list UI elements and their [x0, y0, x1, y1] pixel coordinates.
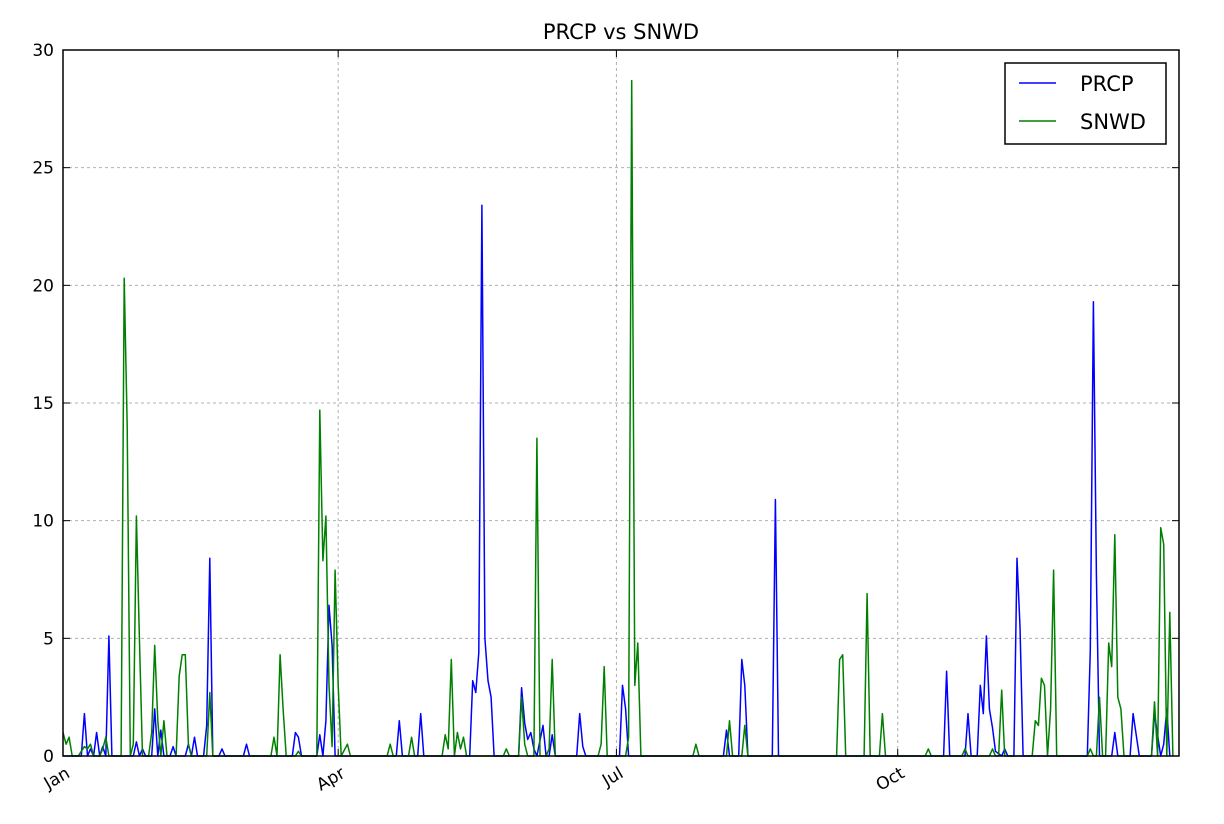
- y-tick-label: 10: [32, 512, 54, 532]
- legend-label-snwd: SNWD: [1080, 110, 1146, 134]
- series-line-prcp: [63, 204, 1171, 757]
- x-tick-label: Apr: [313, 763, 348, 795]
- x-tick-label: Jan: [40, 763, 74, 794]
- y-tick-label: 25: [32, 159, 54, 179]
- series-lines: [62, 79, 1174, 757]
- grid-lines: [63, 50, 1179, 756]
- y-tick-label: 20: [32, 276, 54, 296]
- x-tick-label: Jul: [598, 763, 627, 791]
- y-tick-label: 30: [32, 41, 54, 61]
- axis-ticks: 0 5 10 15 20 25 30 Jan Apr Jul Oct: [32, 41, 1179, 795]
- chart-title: PRCP vs SNWD: [543, 20, 699, 44]
- y-tick-label: 5: [43, 629, 54, 649]
- legend-box: [1004, 62, 1167, 145]
- x-tick-label: Oct: [873, 763, 909, 795]
- legend: PRCP SNWD: [1004, 62, 1167, 145]
- y-tick-label: 15: [32, 394, 54, 414]
- y-tick-label: 0: [43, 747, 54, 767]
- series-line-snwd: [62, 79, 1174, 757]
- legend-label-prcp: PRCP: [1080, 72, 1134, 96]
